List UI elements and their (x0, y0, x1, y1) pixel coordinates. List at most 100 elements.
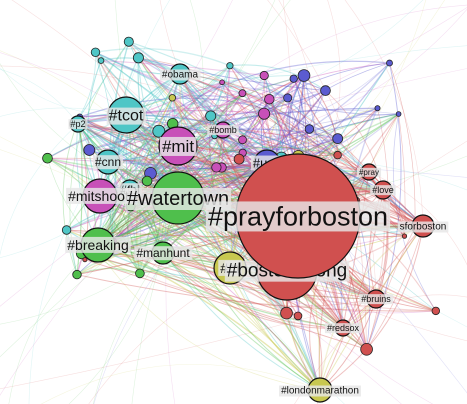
node-label-bg (106, 107, 146, 125)
graph-edge (366, 225, 424, 350)
graph-edge (89, 149, 344, 329)
graph-node-minor (283, 93, 293, 103)
graph-edge (146, 113, 265, 182)
graph-edge (137, 57, 231, 269)
graph-edge (179, 73, 370, 173)
graph-node-minor (82, 257, 88, 263)
node-label: #love (372, 185, 394, 195)
graph-edge (97, 90, 326, 246)
graph-edge (95, 47, 289, 99)
graph-edge (93, 162, 268, 404)
graph-node-minor (238, 89, 247, 98)
graph-edge (77, 123, 321, 391)
graph-edge (107, 60, 390, 163)
graph-node-minor (61, 225, 72, 235)
node-label-bg (92, 155, 124, 170)
node-label-bg (68, 119, 88, 130)
graph-edge (319, 227, 416, 391)
graph-node-bruins[interactable]: #bruins (359, 289, 394, 309)
graph-node-tcot[interactable]: #tcot (106, 96, 146, 134)
graph-edge (76, 274, 436, 312)
graph-edge (92, 252, 164, 404)
node-label-bg (66, 187, 134, 204)
graph-edge (99, 257, 299, 317)
graph-node-watertown[interactable]: #watertown (124, 171, 232, 225)
graph-edge (79, 41, 130, 118)
graph-edge (0, 65, 384, 191)
node-label: #prayforboston (208, 201, 388, 231)
node-label-bg (397, 221, 449, 233)
graph-node-minor (42, 152, 53, 164)
graph-edge (392, 113, 437, 312)
graph-node-p2[interactable]: #p2 (68, 115, 88, 133)
graph-node-minor (304, 124, 315, 134)
graph-node-londonmarathon[interactable]: #londonmarathon (279, 377, 361, 403)
graph-node-mitshooting[interactable]: #mitshooti (66, 178, 134, 214)
graph-node-mit[interactable]: #mit (158, 126, 198, 166)
graph-edge (221, 81, 416, 229)
graph-edge (220, 65, 231, 168)
graph-edge (47, 157, 217, 168)
graph-edge (150, 92, 243, 174)
graph-edge (242, 75, 305, 154)
graph-node-minor (72, 269, 82, 280)
node-label-bg (159, 136, 197, 156)
graph-node-minor (264, 93, 275, 105)
node-label: #obama (162, 70, 199, 81)
graph-node-love[interactable]: #love (370, 180, 396, 200)
node-layer: #p2#bomb#pray#redsox#love#bruins#fbi#oba… (65, 63, 449, 403)
graph-node-forboston[interactable]: sforboston (397, 214, 449, 238)
graph-node-minor (332, 133, 344, 145)
graph-edge (129, 189, 321, 391)
node-label-bg (324, 323, 362, 334)
graph-edge (264, 90, 326, 115)
node-label-bg (205, 201, 391, 232)
graph-node-minor (238, 135, 247, 145)
graph-edge (319, 225, 424, 391)
graph-node-minor (333, 150, 342, 160)
graph-node-minor (297, 69, 311, 82)
graph-node-cnn[interactable]: #cnn (92, 149, 124, 175)
graph-node-minor (259, 70, 269, 81)
graph-node-breaking[interactable]: #breaking (65, 227, 131, 263)
graph-edge (162, 252, 344, 329)
graph-node-obama[interactable]: #obama (159, 63, 201, 85)
node-label-bg (356, 167, 382, 177)
graph-node-manhunt[interactable]: #manhunt (134, 241, 193, 265)
graph-node-bomb[interactable]: #bomb (207, 121, 239, 139)
graph-node-minor (395, 111, 402, 117)
graph-node-minor (226, 62, 234, 70)
graph-node-minor (233, 153, 245, 165)
graph-edge (66, 229, 405, 239)
graph-node-redsox[interactable]: #redsox (324, 319, 362, 337)
graph-edge (369, 189, 384, 300)
graph-node-minor (205, 110, 217, 122)
graph-edge (68, 252, 164, 404)
graph-node-minor (401, 233, 408, 239)
graph-edge (77, 65, 231, 125)
node-label-bg (279, 385, 361, 397)
graph-edge (102, 92, 243, 241)
graph-edge (325, 90, 384, 191)
graph-edge (97, 244, 321, 391)
graph-edge (242, 75, 265, 141)
node-label: #watertown (127, 188, 229, 210)
graph-node-minor (386, 59, 393, 67)
graph-edge (214, 135, 338, 150)
graph-edge (95, 52, 117, 242)
graph-edge (229, 65, 399, 116)
graph-node-prayforboston[interactable]: #prayforboston (205, 153, 391, 279)
graph-edge (162, 252, 321, 391)
graph-edge (125, 0, 424, 116)
graph-edge (79, 98, 270, 118)
graph-edge (242, 128, 310, 154)
graph-node-minor (360, 342, 373, 356)
graph-node-minor (168, 94, 176, 102)
graph-edge (0, 197, 179, 358)
graph-edge (267, 0, 377, 300)
graph-node-pray[interactable]: #pray (356, 163, 382, 181)
node-label: #bomb (209, 125, 237, 135)
graph-node-minor (320, 85, 331, 96)
graph-edge (100, 253, 299, 317)
graph-edge (342, 225, 424, 329)
